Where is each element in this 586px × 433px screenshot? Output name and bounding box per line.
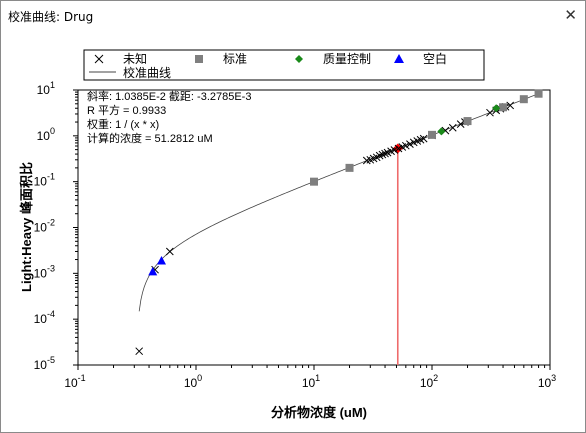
legend-label-curve: 校准曲线 xyxy=(123,65,171,80)
unknown-point-stroke xyxy=(378,150,387,159)
legend-symbol-square xyxy=(195,55,203,63)
title-bar[interactable]: 校准曲线: Drug ✕ xyxy=(1,1,585,31)
legend-symbol-triangle xyxy=(394,54,404,63)
unknown-point-stroke xyxy=(401,141,410,150)
unknown-point xyxy=(390,146,399,154)
legend: 未知 标准 质量控制 空白 校准曲线 xyxy=(83,49,485,81)
y-tick-exponent: -1 xyxy=(47,172,55,182)
legend-label-standard: 标准 xyxy=(223,52,247,66)
unknown-point xyxy=(506,101,515,110)
unknown-point xyxy=(486,108,494,117)
blank-point xyxy=(148,266,158,276)
unknown-point xyxy=(419,134,428,143)
calibration-curve xyxy=(138,93,539,312)
x-tick-exponent: 0 xyxy=(197,373,202,383)
y-tick-label: 10-4 xyxy=(34,309,55,326)
y-tick-label: 10-5 xyxy=(34,355,55,372)
legend-box xyxy=(83,49,485,81)
y-tick-exponent: -2 xyxy=(47,218,55,228)
unknown-point-stroke xyxy=(506,101,515,110)
x-tick-exponent: 2 xyxy=(433,373,438,383)
y-axis-title: Light:Heavy 峰面积比 xyxy=(19,162,34,292)
y-tick-exponent: 1 xyxy=(50,80,55,90)
unknown-point-stroke xyxy=(448,123,457,132)
unknown-point-stroke xyxy=(390,146,399,154)
standard-point xyxy=(428,130,436,139)
x-tick-label: 103 xyxy=(538,373,556,390)
x-tick-label: 102 xyxy=(420,373,438,390)
unknown-point-stroke xyxy=(135,347,144,356)
y-tick-label: 10-3 xyxy=(34,263,55,280)
x-tick-exponent: 3 xyxy=(551,373,556,383)
standard-point xyxy=(519,95,528,104)
unknown-point-stroke xyxy=(406,140,414,148)
window-title: 校准曲线: Drug xyxy=(8,10,94,24)
x-tick-label: 10-1 xyxy=(64,373,85,390)
x-tick-exponent: -1 xyxy=(78,373,86,383)
stats-r-squared: R 平方 = 0.9933 xyxy=(87,103,166,117)
y-tick-label: 10-2 xyxy=(34,218,55,235)
y-tick-label: 100 xyxy=(37,126,55,143)
data-points xyxy=(135,89,543,356)
y-tick-exponent: -5 xyxy=(47,355,55,365)
unknown-point xyxy=(406,140,414,148)
y-tick-exponent: -3 xyxy=(47,263,55,273)
unknown-point xyxy=(381,149,389,158)
curve-path xyxy=(138,93,539,312)
legend-item-standard: 标准 xyxy=(195,52,247,66)
unknown-point xyxy=(401,141,410,150)
y-tick-exponent: -4 xyxy=(47,309,55,319)
legend-item-blank: 空白 xyxy=(394,51,447,66)
legend-item-unknown: 未知 xyxy=(94,52,147,66)
stats-calculated-concentration: 计算的浓度 = 51.2812 uM xyxy=(87,131,213,145)
calculated-concentration-marker xyxy=(392,143,403,365)
qc-point xyxy=(437,127,446,136)
qc-point xyxy=(492,104,501,113)
regression-stats: 斜率: 1.0385E-2 截距: -3.2785E-3 R 平方 = 0.99… xyxy=(87,89,251,145)
unknown-point-stroke xyxy=(381,149,389,158)
standard-point xyxy=(499,103,508,112)
legend-item-curve: 校准曲线 xyxy=(89,65,171,80)
unknown-point-stroke xyxy=(375,151,384,160)
legend-label-blank: 空白 xyxy=(423,51,447,66)
close-icon[interactable]: ✕ xyxy=(564,6,577,24)
stats-slope-intercept: 斜率: 1.0385E-2 截距: -3.2785E-3 xyxy=(87,89,251,103)
legend-symbol-diamond xyxy=(295,55,303,63)
x-axis: 10-1 100 101 102 103 xyxy=(64,365,556,390)
x-tick-exponent: 1 xyxy=(315,373,320,383)
y-tick-label: 10-1 xyxy=(34,172,55,189)
unknown-point-stroke xyxy=(419,134,428,143)
standard-point xyxy=(463,117,472,126)
y-tick-label: 101 xyxy=(37,80,55,97)
stats-weighting: 权重: 1 / (x * x) xyxy=(87,117,159,131)
unknown-point-stroke xyxy=(456,120,465,128)
standard-point xyxy=(345,163,354,172)
standard-point xyxy=(310,177,318,186)
plot-area xyxy=(77,89,551,366)
legend-label-qc: 质量控制 xyxy=(323,52,371,66)
unknown-point xyxy=(135,347,144,356)
blank-point xyxy=(156,256,166,265)
unknown-point-stroke xyxy=(486,108,494,117)
unknown-point xyxy=(456,120,465,128)
unknown-point xyxy=(378,150,387,159)
unknown-point xyxy=(448,123,457,132)
calibration-chart[interactable]: 未知 标准 质量控制 空白 校准曲线 10-1 100 101 102 103 10-5… xyxy=(1,31,585,431)
standard-point xyxy=(534,89,543,98)
unknown-point xyxy=(165,247,174,256)
x-tick-label: 101 xyxy=(302,373,320,390)
unknown-point-stroke xyxy=(165,247,174,256)
legend-item-qc: 质量控制 xyxy=(295,52,371,66)
y-tick-exponent: 0 xyxy=(50,126,55,136)
x-tick-label: 100 xyxy=(184,373,202,390)
unknown-point xyxy=(375,151,384,160)
legend-label-unknown: 未知 xyxy=(123,52,147,66)
legend-symbol-cross xyxy=(94,54,104,64)
x-axis-title: 分析物浓度 (uM) xyxy=(271,405,367,420)
